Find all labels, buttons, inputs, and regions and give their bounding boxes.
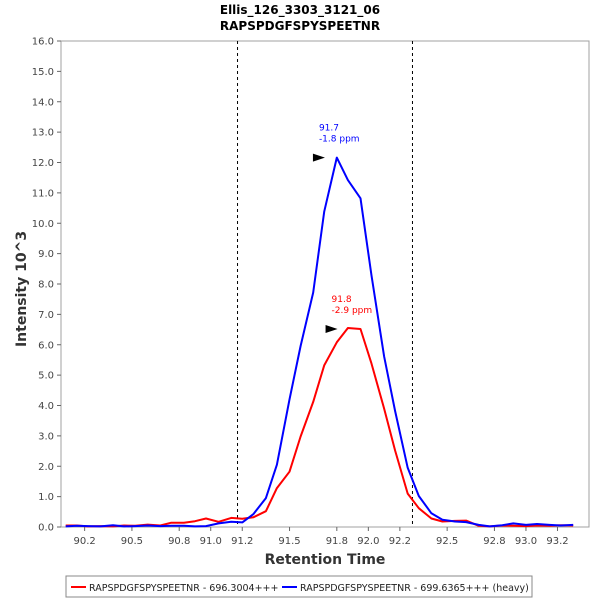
y-tick-label: 10.0 <box>32 219 54 230</box>
x-tick-label: 91.2 <box>231 536 253 547</box>
peak-ppm-label: -2.9 ppm <box>332 306 373 316</box>
legend-entry: RAPSPDGFSPYSPEETNR - 696.3004+++ <box>89 583 278 594</box>
x-tick-label: 91.0 <box>200 536 222 547</box>
x-axis-label: Retention Time <box>265 552 386 568</box>
y-tick-label: 3.0 <box>38 431 54 442</box>
series-group <box>65 156 574 528</box>
x-tick-label: 90.8 <box>168 536 190 547</box>
y-tick-label: 8.0 <box>38 280 54 291</box>
x-tick-label: 91.5 <box>278 536 300 547</box>
x-axis: 90.2 90.5 90.8 91.0 91.2 91.5 91.8 92.0 92.2 92.5… <box>74 527 569 547</box>
y-tick-label: 0.0 <box>38 523 54 534</box>
y-tick-label: 2.0 <box>38 462 54 473</box>
x-tick-label: 93.2 <box>546 536 568 547</box>
y-tick-label: 7.0 <box>38 310 54 321</box>
x-tick-label: 92.5 <box>436 536 458 547</box>
peak-rt-label: 91.7 <box>319 124 339 134</box>
chart-title: Ellis_126_3303_3121_06 <box>220 3 380 18</box>
peak-marker <box>312 153 325 162</box>
x-tick-label: 92.0 <box>357 536 379 547</box>
y-tick-label: 14.0 <box>32 97 54 108</box>
x-tick-label: 93.0 <box>515 536 537 547</box>
peak-ppm-label: -1.8 ppm <box>319 135 360 145</box>
series-line-1 <box>65 156 574 528</box>
boundary-lines <box>237 41 413 527</box>
x-tick-label: 92.8 <box>483 536 505 547</box>
legend-box <box>65 575 533 598</box>
peak-annotations: 91.8-2.9 ppm 91.7-1.8 ppm <box>312 124 373 333</box>
y-tick-label: 11.0 <box>32 188 54 199</box>
legend: RAPSPDGFSPYSPEETNR - 696.3004+++ RAPSPDGF… <box>71 583 529 594</box>
peak-marker <box>325 324 338 333</box>
y-tick-label: 9.0 <box>38 249 54 260</box>
x-tick-label: 92.2 <box>389 536 411 547</box>
plot-area <box>60 40 590 528</box>
chart-subtitle: RAPSPDGFSPYSPEETNR <box>220 19 380 33</box>
x-tick-label: 90.2 <box>74 536 96 547</box>
peak-rt-label: 91.8 <box>332 295 352 305</box>
y-tick-label: 12.0 <box>32 158 54 169</box>
y-tick-label: 13.0 <box>32 128 54 139</box>
y-tick-label: 15.0 <box>32 67 54 78</box>
x-tick-label: 91.8 <box>326 536 348 547</box>
y-tick-label: 4.0 <box>38 401 54 412</box>
y-axis: 0.0 1.0 2.0 3.0 4.0 5.0 6.0 7.0 8.0 9.0 10.0 11.0 12… <box>32 37 61 534</box>
legend-entry: RAPSPDGFSPYSPEETNR - 699.6365+++ (heavy) <box>300 583 529 594</box>
y-tick-label: 5.0 <box>38 371 54 382</box>
y-tick-label: 16.0 <box>32 37 54 48</box>
x-tick-label: 90.5 <box>121 536 143 547</box>
y-tick-label: 6.0 <box>38 340 54 351</box>
y-axis-label: Intensity 10^3 <box>14 231 30 347</box>
y-tick-label: 1.0 <box>38 492 54 503</box>
